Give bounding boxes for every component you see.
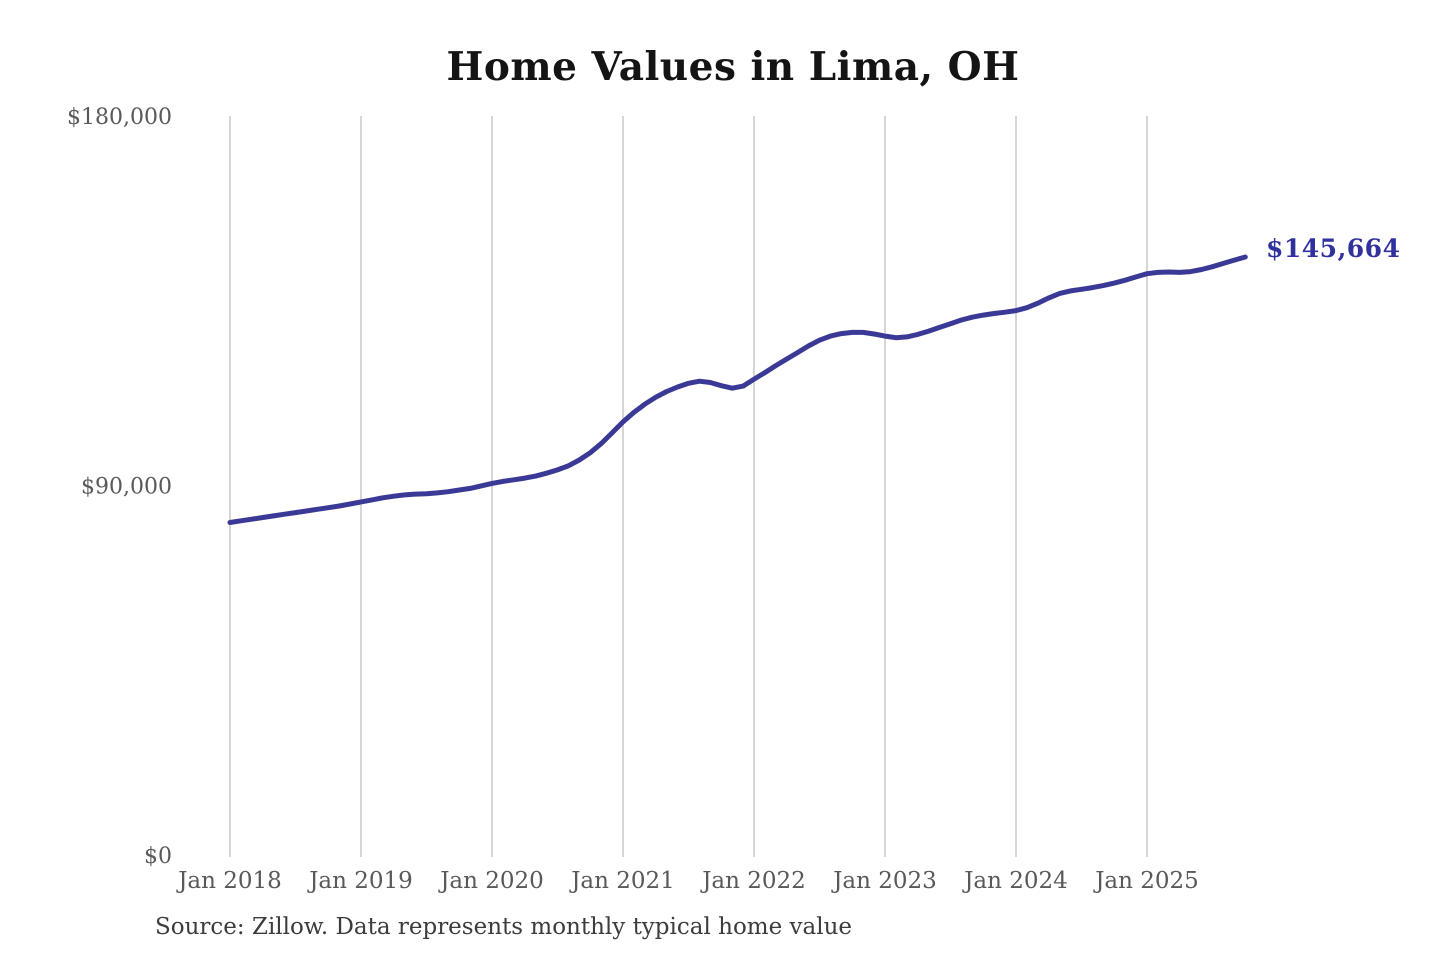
x-tick-label: Jan 2021 <box>569 868 675 894</box>
x-tick-label: Jan 2023 <box>831 868 937 894</box>
end-value-label: $145,664 <box>1266 234 1401 263</box>
y-tick-label: $0 <box>144 844 172 869</box>
x-tick-label: Jan 2019 <box>307 868 413 894</box>
x-tick-label: Jan 2018 <box>176 868 282 894</box>
x-tick-label: Jan 2024 <box>962 868 1068 894</box>
chart-title: Home Values in Lima, OH <box>446 44 1020 90</box>
source-note: Source: Zillow. Data represents monthly … <box>155 914 853 940</box>
x-tick-label: Jan 2022 <box>700 868 806 894</box>
home-value-line <box>227 254 1248 525</box>
y-tick-label: $180,000 <box>67 105 172 130</box>
x-tick-label: Jan 2020 <box>438 868 544 894</box>
y-tick-label: $90,000 <box>81 475 172 500</box>
x-tick-label: Jan 2025 <box>1093 868 1199 894</box>
